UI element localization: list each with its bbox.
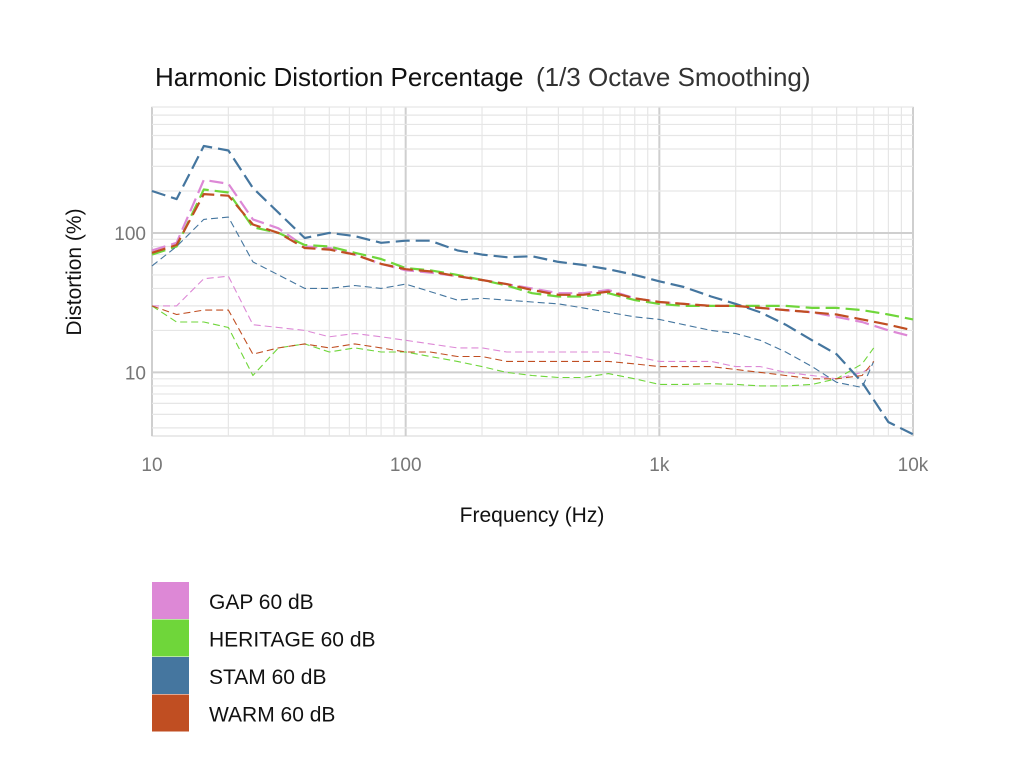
legend-item-gap[interactable]: GAP 60 dB [152, 582, 314, 619]
chart-title: Harmonic Distortion Percentage (1/3 Octa… [155, 62, 811, 92]
legend-label: WARM 60 dB [209, 704, 335, 727]
y-tick-label: 100 [114, 224, 146, 245]
legend-swatch [152, 582, 189, 619]
legend-swatch [152, 657, 189, 694]
y-tick-labels: 10 100 [114, 224, 146, 384]
chart-title-main: Harmonic Distortion Percentage [155, 62, 524, 92]
series-warm-primary-line [151, 193, 914, 332]
legend-label: GAP 60 dB [209, 591, 314, 614]
x-axis-label: Frequency (Hz) [460, 504, 605, 527]
legend: GAP 60 dB HERITAGE 60 dB STAM 60 dB WARM 60… [152, 582, 376, 732]
y-tick-label: 10 [125, 363, 146, 384]
x-tick-labels: 10 100 1k 10k [141, 455, 928, 476]
legend-item-warm[interactable]: WARM 60 dB [152, 694, 335, 732]
x-tick-label: 10 [141, 455, 162, 476]
series-stam [151, 144, 914, 436]
y-axis-label: Distortion (%) [63, 208, 86, 335]
series-layer [151, 144, 914, 436]
series-stam-primary-line [151, 144, 914, 436]
plot-area [151, 106, 914, 437]
legend-label: STAM 60 dB [209, 666, 327, 689]
series-heritage-secondary-line [151, 305, 875, 387]
series-gap-secondary-line [152, 275, 874, 380]
legend-swatch [152, 619, 189, 657]
legend-swatch [152, 694, 189, 732]
legend-item-stam[interactable]: STAM 60 dB [152, 657, 327, 694]
series-stam-secondary-line [151, 216, 875, 389]
grid [151, 106, 914, 436]
legend-label: HERITAGE 60 dB [209, 629, 376, 652]
series-warm [151, 193, 914, 380]
legend-item-heritage[interactable]: HERITAGE 60 dB [152, 619, 376, 657]
x-tick-label: 1k [649, 455, 670, 476]
x-tick-label: 10k [898, 455, 929, 476]
chart-title-subtitle: (1/3 Octave Smoothing) [536, 62, 811, 92]
x-tick-label: 100 [390, 455, 422, 476]
series-warm-secondary-line [151, 305, 875, 380]
